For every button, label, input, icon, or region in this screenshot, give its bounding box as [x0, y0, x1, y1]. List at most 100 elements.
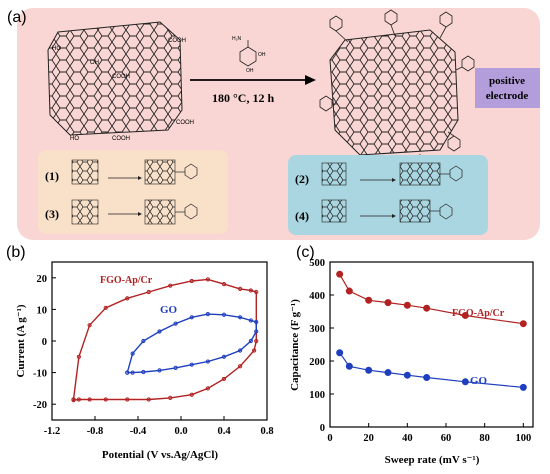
- route-4-label: (4): [295, 209, 309, 223]
- data-point: [461, 311, 469, 319]
- svg-text:HO: HO: [70, 136, 79, 142]
- data-point: [146, 289, 151, 295]
- series-line-1: [126, 313, 257, 374]
- svg-text:COOH: COOH: [168, 38, 186, 44]
- plot-c-series-label-fgo: FGO-Ap/Cr: [452, 308, 505, 319]
- data-point: [221, 376, 227, 382]
- panel-a: (a) COOH COOH HO COOH OH HO COOH 180 °C,…: [7, 8, 540, 240]
- data-point: [146, 397, 151, 402]
- x-tick-label: 0.4: [217, 426, 231, 437]
- series-line-0: [339, 273, 524, 325]
- y-tick-label: 400: [309, 291, 325, 302]
- plot-c-frame: [329, 261, 534, 428]
- data-point: [189, 278, 194, 284]
- data-point: [189, 362, 194, 367]
- y-tick-label: 0: [320, 423, 325, 434]
- y-tick-label: 200: [309, 357, 325, 368]
- plot-c-y-ticks: 0 100 200 300 400 500: [309, 258, 334, 434]
- svg-text:HO: HO: [52, 46, 61, 52]
- route-2-label: (2): [295, 172, 309, 186]
- y-tick-label: -20: [33, 400, 47, 411]
- plot-c-ylabel: Capacitance (F g⁻¹): [289, 299, 301, 391]
- data-point: [221, 312, 227, 317]
- data-point: [423, 304, 431, 312]
- svg-text:OH: OH: [258, 52, 266, 58]
- x-tick-label: 40: [402, 433, 413, 444]
- data-point: [238, 315, 243, 320]
- data-point: [519, 383, 527, 391]
- plot-b-series: [71, 277, 259, 403]
- plot-b-y-ticks: -20 -10 0 10 20: [33, 274, 56, 411]
- data-point: [345, 287, 353, 295]
- data-point: [519, 320, 527, 328]
- y-tick-label: 20: [37, 274, 48, 285]
- data-point: [345, 362, 353, 370]
- route-1-label: (1): [45, 169, 59, 183]
- data-point: [189, 315, 194, 320]
- data-point: [252, 348, 257, 353]
- data-point: [205, 277, 210, 282]
- data-point: [248, 318, 253, 323]
- data-point: [157, 329, 162, 334]
- x-tick-label: -1.2: [44, 426, 61, 437]
- data-point: [403, 301, 411, 309]
- plot-b-x-ticks: -1.2 -0.8 -0.4 0.0 0.4 0.8: [44, 416, 274, 437]
- data-point: [205, 312, 210, 317]
- x-tick-label: 100: [515, 433, 531, 444]
- data-point: [254, 338, 259, 344]
- y-tick-label: 500: [309, 258, 325, 269]
- data-point: [254, 319, 259, 325]
- data-point: [125, 370, 130, 375]
- data-point: [423, 374, 431, 381]
- data-point: [189, 392, 194, 397]
- data-point: [130, 351, 135, 356]
- data-point: [125, 296, 130, 301]
- plot-c-xlabel: Sweep rate (mV s⁻¹): [385, 454, 480, 466]
- data-point: [205, 359, 210, 364]
- svg-text:H₂N: H₂N: [232, 36, 242, 42]
- plot-b-xlabel: Potential (V vs.Ag/AgCl): [102, 449, 219, 461]
- data-point: [76, 397, 81, 402]
- x-tick-label: 20: [363, 433, 374, 444]
- data-point: [168, 283, 173, 288]
- data-point: [384, 299, 392, 307]
- x-tick-label: 60: [441, 433, 452, 444]
- plot-c-series-label-go: GO: [470, 375, 488, 387]
- plot-b-series-label-go: GO: [160, 304, 178, 316]
- data-point: [103, 397, 108, 402]
- y-tick-label: 0: [42, 337, 47, 348]
- data-point: [403, 371, 411, 379]
- reaction-arrow: 180 °C, 12 h: [190, 75, 316, 105]
- data-point: [205, 386, 210, 391]
- y-tick-label: 100: [309, 390, 325, 401]
- data-point: [254, 289, 259, 295]
- plot-c-x-ticks: 0 20 40 60 80 100: [327, 423, 531, 444]
- routes-box-left: (1) (3): [38, 150, 228, 234]
- svg-text:COOH: COOH: [112, 74, 130, 80]
- x-tick-label: 80: [479, 433, 490, 444]
- x-tick-label: 0.0: [174, 426, 187, 437]
- reagent-molecule: H₂N OH OH: [232, 36, 266, 74]
- data-point: [141, 369, 146, 375]
- svg-text:OH: OH: [246, 68, 254, 74]
- plot-c-series: [336, 270, 527, 391]
- data-point: [173, 321, 178, 326]
- functionalized-sheet: [319, 9, 475, 184]
- data-point: [365, 296, 373, 304]
- plot-b-series-label-fgo: FGO-Ap/Cr: [100, 275, 153, 286]
- data-point: [336, 349, 344, 357]
- data-point: [103, 305, 108, 310]
- data-point: [87, 397, 92, 402]
- data-point: [125, 397, 130, 402]
- graphene-oxide-sheet: COOH COOH HO COOH OH HO COOH: [47, 21, 194, 142]
- data-point: [168, 395, 173, 400]
- panel-a-label: (a): [7, 9, 27, 26]
- panel-b: (b) -1.2 -0.8 -0.4 0.0 0.4 0.8 -20 -10 0 10 20 FG…: [6, 244, 274, 461]
- data-point: [141, 338, 146, 344]
- y-tick-label: 10: [37, 305, 48, 316]
- data-point: [254, 329, 259, 334]
- data-point: [221, 354, 227, 359]
- data-point: [173, 365, 178, 370]
- y-tick-label: -10: [33, 369, 47, 380]
